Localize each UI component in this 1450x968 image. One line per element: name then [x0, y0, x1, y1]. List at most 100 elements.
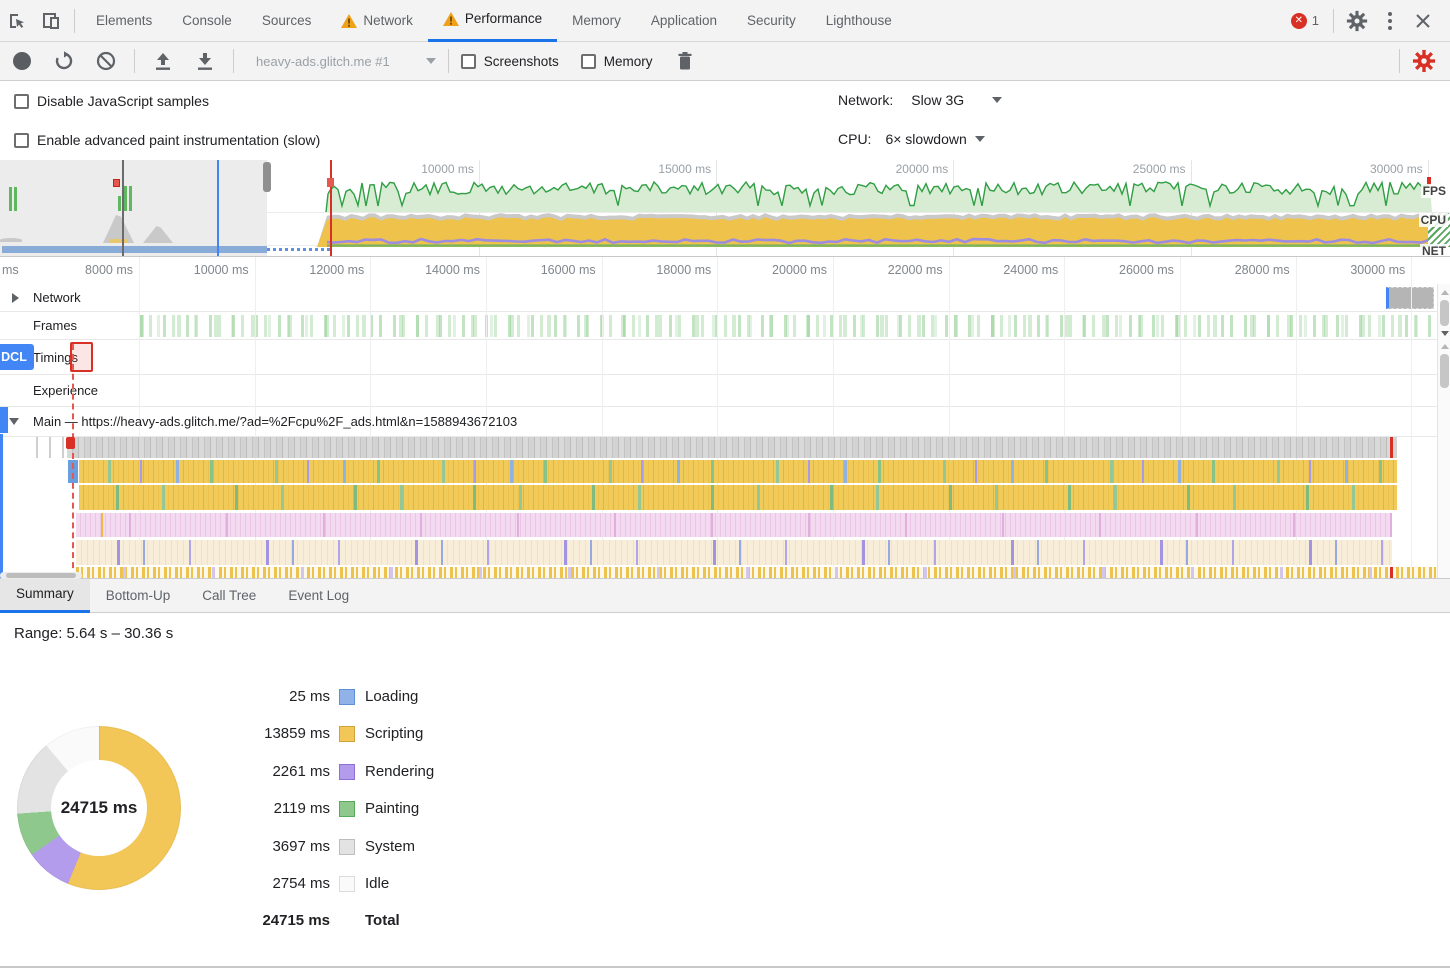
legend-value: 2754 ms: [272, 875, 330, 892]
overview-selection-handle[interactable]: [263, 162, 271, 192]
ruler-time-label: 16000 ms: [540, 263, 596, 277]
tab-performance[interactable]: Performance: [427, 0, 558, 42]
save-profile-icon[interactable]: [187, 46, 223, 76]
flame-row-3[interactable]: [76, 513, 1392, 537]
tab-console[interactable]: Console: [167, 0, 247, 42]
record-button[interactable]: [4, 46, 40, 76]
paint-instrumentation-row: Enable advanced paint instrumentation (s…: [14, 132, 320, 148]
device-toolbar-icon[interactable]: [34, 7, 68, 35]
tab-elements[interactable]: Elements: [81, 0, 167, 42]
legend-row-rendering: 2261 ms Rendering: [0, 763, 600, 787]
expand-network-icon[interactable]: [12, 293, 19, 303]
tab-label: Console: [182, 13, 232, 28]
divider: [74, 8, 75, 33]
close-icon[interactable]: [1406, 7, 1440, 35]
load-event-line: [72, 344, 74, 578]
flame-row-4[interactable]: [76, 540, 1392, 565]
fp-marker: [113, 179, 120, 187]
load-profile-icon[interactable]: [145, 46, 181, 76]
tab-summary[interactable]: Summary: [0, 579, 90, 613]
ruler-time-label: 30000 ms: [1350, 263, 1406, 277]
scroll-down-icon[interactable]: [1441, 331, 1449, 336]
vertical-scrollbar[interactable]: [1437, 284, 1450, 578]
scrollbar-thumb[interactable]: [1440, 354, 1449, 388]
selection-left-edge[interactable]: [0, 434, 3, 578]
selection-left-handle[interactable]: [0, 407, 8, 433]
network-track[interactable]: Network: [0, 284, 1450, 312]
inspect-element-icon[interactable]: [0, 7, 34, 35]
legend-label: Painting: [365, 800, 420, 817]
timeline-overview[interactable]: 5000 ms 10000 ms 15000 ms 20000 ms 25000…: [0, 160, 1450, 257]
paint-instrumentation-checkbox[interactable]: [14, 132, 29, 148]
divider: [1333, 8, 1334, 33]
timeline-gridline: [1411, 257, 1413, 578]
legend-label: Idle: [365, 875, 390, 892]
horizontal-scrollbar[interactable]: [0, 572, 82, 579]
flame-row-1[interactable]: [79, 460, 1397, 483]
legend-row-system: 3697 ms System: [0, 838, 600, 862]
error-count-badge[interactable]: ✕ 1: [1290, 12, 1319, 29]
frames-track-label: Frames: [33, 318, 78, 333]
legend-label: Loading: [365, 688, 419, 705]
tab-security[interactable]: Security: [732, 0, 811, 42]
scripting-swatch: [339, 726, 355, 742]
timings-track-label: Timings: [33, 350, 79, 365]
reload-and-record-icon[interactable]: [46, 46, 82, 76]
cpu-throttle-select[interactable]: CPU: 6× slowdown: [838, 131, 985, 147]
tab-sources[interactable]: Sources: [247, 0, 327, 42]
fps-drop-marker: [1427, 177, 1431, 185]
timeline-gridline: [601, 257, 603, 578]
scroll-up-icon[interactable]: [1441, 344, 1449, 349]
scrollbar-thumb[interactable]: [1440, 300, 1449, 326]
legend-row-loading: 25 ms Loading: [0, 688, 600, 712]
timeline-gridline: [485, 257, 487, 578]
memory-checkbox[interactable]: [580, 53, 596, 69]
tab-label: Lighthouse: [825, 13, 892, 28]
tab-label: Application: [650, 13, 717, 28]
legend-row-total: 24715 ms Total: [0, 912, 600, 936]
tab-lighthouse[interactable]: Lighthouse: [811, 0, 907, 42]
timings-track[interactable]: DCL Timings: [0, 340, 1450, 375]
screenshots-checkbox[interactable]: [460, 53, 476, 69]
more-options-icon[interactable]: [1388, 11, 1392, 30]
tab-application[interactable]: Application: [636, 0, 732, 42]
disable-js-checkbox[interactable]: [14, 93, 29, 109]
cpu-throttle-label: CPU:: [838, 131, 872, 147]
collapse-main-icon[interactable]: [9, 418, 19, 425]
overview-marker-line: [122, 160, 124, 256]
settings-gear-icon[interactable]: [1340, 7, 1374, 35]
dcl-marker[interactable]: DCL: [0, 344, 34, 370]
flame-row-5[interactable]: [76, 567, 1445, 578]
ruler-time-label: 26000 ms: [1119, 263, 1174, 277]
flame-task-row[interactable]: [67, 437, 1397, 458]
divider: [233, 49, 234, 73]
disable-js-label: Disable JavaScript samples: [37, 93, 209, 109]
load-marker[interactable]: [70, 342, 93, 372]
frames-track[interactable]: Frames: [0, 312, 1450, 340]
scroll-up-icon[interactable]: [1441, 290, 1449, 295]
fps-lane-label: FPS: [1420, 184, 1448, 198]
network-throttle-select[interactable]: Network: Slow 3G: [838, 92, 1003, 108]
frames-bars: [140, 315, 1434, 337]
experience-track-label: Experience: [33, 383, 99, 398]
error-icon: ✕: [1290, 12, 1307, 29]
tab-call-tree[interactable]: Call Tree: [186, 579, 272, 613]
main-track-header[interactable]: Main — https://heavy-ads.glitch.me/?ad=%…: [0, 407, 1450, 437]
memory-toggle[interactable]: Memory: [580, 53, 653, 69]
capture-settings-gear-icon[interactable]: [1406, 46, 1442, 76]
experience-track[interactable]: Experience: [0, 375, 1450, 407]
tab-bottom-up[interactable]: Bottom-Up: [90, 579, 187, 613]
flame-row-2[interactable]: [79, 485, 1397, 510]
tab-network[interactable]: Network: [326, 0, 428, 42]
garbage-collect-icon[interactable]: [667, 46, 703, 76]
profile-select[interactable]: heavy-ads.glitch.me #1: [256, 54, 436, 69]
network-request-bar[interactable]: [1386, 287, 1434, 309]
ruler-time-label: 14000 ms: [425, 263, 480, 277]
scrollbar-thumb[interactable]: [6, 573, 76, 578]
tab-memory[interactable]: Memory: [557, 0, 636, 42]
tab-event-log[interactable]: Event Log: [272, 579, 365, 613]
screenshots-toggle[interactable]: Screenshots: [460, 53, 559, 69]
lane-separator: [0, 212, 1450, 213]
divider: [134, 49, 135, 73]
clear-icon[interactable]: [88, 46, 124, 76]
